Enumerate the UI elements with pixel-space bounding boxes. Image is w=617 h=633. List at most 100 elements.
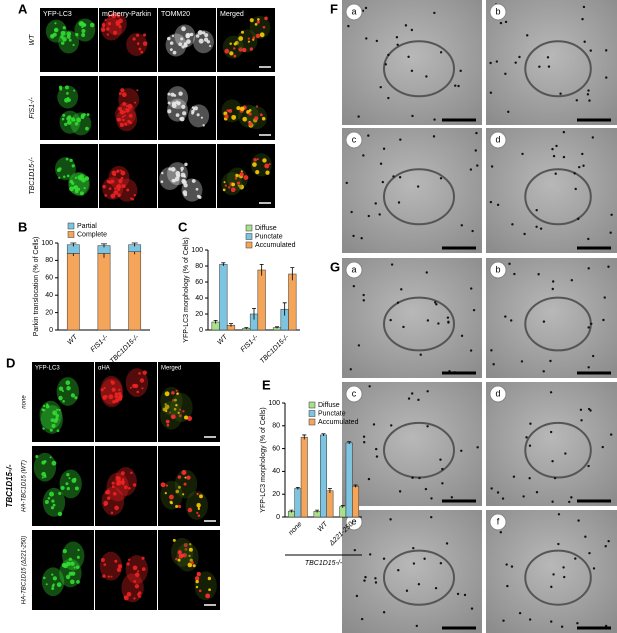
puncta <box>188 554 191 558</box>
puncta <box>242 116 248 122</box>
puncta <box>140 50 144 54</box>
gold-particle <box>454 84 457 87</box>
y-tick-label: 20 <box>272 491 280 498</box>
gold-particle <box>374 577 377 580</box>
gold-particle <box>535 225 538 229</box>
em-image <box>486 0 617 125</box>
puncta <box>67 115 72 120</box>
puncta <box>66 561 69 564</box>
puncta <box>62 37 67 42</box>
puncta <box>231 182 236 187</box>
gold-particle <box>397 201 401 204</box>
puncta <box>126 562 130 566</box>
micrograph <box>95 362 157 442</box>
legend-label: Complete <box>77 231 107 238</box>
gold-particle <box>552 154 556 158</box>
puncta <box>235 173 239 178</box>
puncta <box>196 113 200 117</box>
gold-particle <box>475 131 478 135</box>
puncta <box>136 593 140 596</box>
gold-particle <box>357 344 361 347</box>
puncta <box>128 558 131 561</box>
column-header: Merged <box>220 11 244 18</box>
legend-swatch <box>308 418 316 426</box>
puncta <box>81 33 86 38</box>
gold-particle <box>426 390 429 393</box>
gold-particle <box>472 308 476 312</box>
gold-particle <box>578 165 581 169</box>
error-bar <box>327 488 332 494</box>
puncta <box>119 109 125 115</box>
puncta <box>170 414 176 420</box>
gold-particle <box>529 422 532 425</box>
legend-swatch <box>245 224 253 232</box>
gold-particle <box>557 513 561 516</box>
puncta <box>183 43 188 48</box>
cell <box>68 172 89 196</box>
panel-label: C <box>178 219 188 234</box>
bar-segment <box>97 253 111 331</box>
gold-particle <box>447 321 450 324</box>
cell <box>99 551 123 581</box>
puncta <box>223 181 226 184</box>
y-tick-label: 20 <box>45 309 53 316</box>
puncta <box>121 92 127 98</box>
gold-particle <box>588 99 591 102</box>
puncta <box>198 589 202 593</box>
puncta <box>58 176 61 179</box>
puncta <box>169 41 174 45</box>
column-header: YFP-LC3 <box>43 11 72 18</box>
gold-particle <box>411 476 414 479</box>
puncta <box>104 18 107 22</box>
puncta <box>228 108 233 113</box>
gold-particle <box>513 272 516 276</box>
gold-particle <box>417 582 421 586</box>
panel-label: G <box>330 259 340 274</box>
gold-particle <box>574 187 577 191</box>
gold-particle <box>367 214 370 218</box>
gold-particle <box>407 55 410 59</box>
cell <box>194 571 217 601</box>
puncta <box>45 403 49 406</box>
gold-particle <box>490 349 493 352</box>
organelle <box>524 421 592 479</box>
puncta <box>196 194 201 198</box>
column-header: αHA <box>98 366 110 372</box>
puncta <box>76 580 80 584</box>
panel-label: B <box>18 219 27 234</box>
error-bar <box>315 509 320 513</box>
puncta <box>86 113 90 117</box>
puncta <box>120 88 125 93</box>
gold-particle <box>460 334 464 338</box>
puncta <box>80 114 85 120</box>
gold-particle <box>562 155 566 159</box>
puncta <box>160 180 164 184</box>
cell <box>249 15 271 39</box>
puncta <box>107 575 110 578</box>
bar <box>300 436 308 518</box>
gold-particle <box>398 490 402 493</box>
puncta <box>186 39 191 44</box>
puncta <box>50 33 55 39</box>
row-label: FIS1-/- <box>29 97 36 119</box>
gold-particle <box>387 53 390 57</box>
puncta <box>132 565 138 571</box>
bar-segment <box>66 253 80 331</box>
puncta <box>103 386 106 390</box>
puncta <box>68 477 71 480</box>
puncta <box>126 188 130 192</box>
gold-particle <box>389 318 392 322</box>
gold-particle <box>514 61 517 64</box>
gold-particle <box>441 467 444 471</box>
y-tick-label: 60 <box>272 445 280 452</box>
gold-particle <box>450 496 454 499</box>
puncta <box>262 25 266 29</box>
y-tick-label: 0 <box>49 327 53 334</box>
puncta <box>196 571 201 577</box>
puncta <box>116 184 121 189</box>
puncta <box>182 111 187 116</box>
puncta <box>49 456 52 459</box>
gold-particle <box>474 149 477 152</box>
gold-particle <box>562 566 565 569</box>
gold-particle <box>398 176 402 179</box>
